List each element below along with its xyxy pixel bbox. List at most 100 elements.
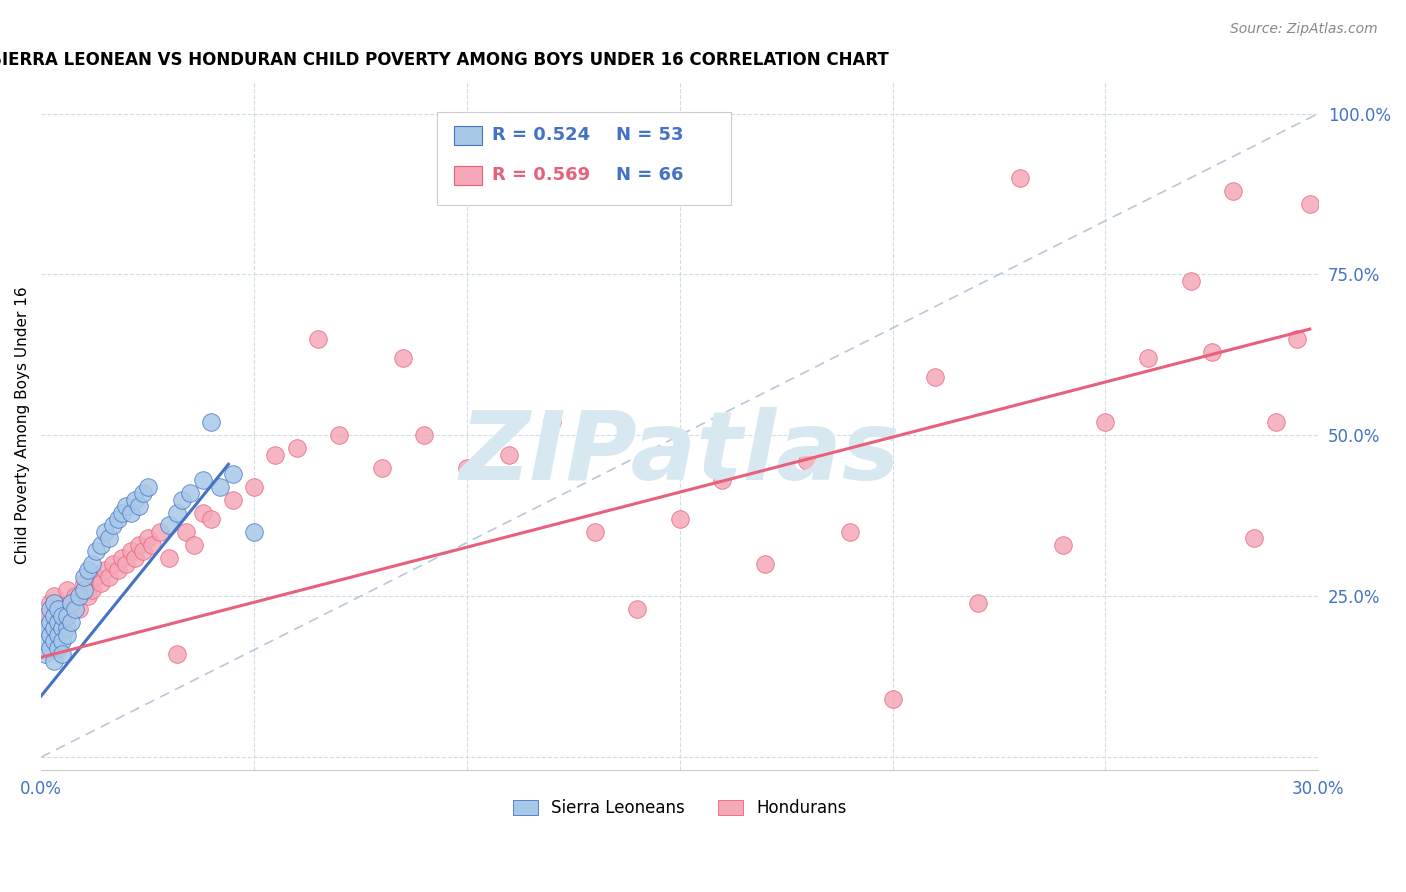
Point <box>711 474 734 488</box>
Point <box>38 615 60 629</box>
Point <box>67 589 90 603</box>
Point <box>51 608 73 623</box>
Point <box>55 582 77 597</box>
FancyBboxPatch shape <box>454 126 482 145</box>
Point <box>132 544 155 558</box>
Point <box>149 524 172 539</box>
Point <box>51 608 73 623</box>
Point <box>42 634 65 648</box>
Point <box>103 518 125 533</box>
Point <box>1052 538 1074 552</box>
Text: R = 0.569: R = 0.569 <box>492 166 591 184</box>
Text: R = 0.524: R = 0.524 <box>492 126 591 145</box>
Point <box>86 570 108 584</box>
Point <box>191 474 214 488</box>
Point <box>67 602 90 616</box>
Point <box>90 576 112 591</box>
Point <box>243 480 266 494</box>
Point <box>59 615 82 629</box>
FancyBboxPatch shape <box>454 166 482 186</box>
Point <box>1299 196 1322 211</box>
Point <box>183 538 205 552</box>
Point <box>264 448 287 462</box>
Point <box>38 640 60 655</box>
Point <box>103 557 125 571</box>
Point <box>626 602 648 616</box>
Point <box>59 596 82 610</box>
Point <box>46 615 69 629</box>
Point <box>46 602 69 616</box>
Point <box>924 370 946 384</box>
Point <box>170 492 193 507</box>
Point <box>882 692 904 706</box>
Point <box>174 524 197 539</box>
Text: N = 53: N = 53 <box>616 126 683 145</box>
Point <box>34 634 56 648</box>
Point <box>51 621 73 635</box>
Point <box>307 332 329 346</box>
Point <box>328 428 350 442</box>
Point <box>128 499 150 513</box>
Point <box>42 596 65 610</box>
Point <box>166 506 188 520</box>
Point <box>34 608 56 623</box>
Point <box>1264 416 1286 430</box>
Point <box>136 480 159 494</box>
Point <box>839 524 862 539</box>
Point <box>46 602 69 616</box>
Point <box>90 538 112 552</box>
Point <box>124 492 146 507</box>
Point <box>141 538 163 552</box>
Point <box>82 582 104 597</box>
Point <box>46 628 69 642</box>
Point <box>73 570 96 584</box>
Point <box>392 351 415 365</box>
Point <box>1136 351 1159 365</box>
Point <box>796 454 818 468</box>
Point <box>115 557 138 571</box>
Point <box>38 596 60 610</box>
Point <box>120 544 142 558</box>
Point <box>42 589 65 603</box>
Point <box>82 557 104 571</box>
Point <box>1243 531 1265 545</box>
Point <box>498 448 520 462</box>
Point <box>34 621 56 635</box>
Point <box>63 602 86 616</box>
Point <box>191 506 214 520</box>
Point <box>413 428 436 442</box>
Point <box>63 589 86 603</box>
Point <box>73 576 96 591</box>
Point <box>128 538 150 552</box>
Point <box>51 634 73 648</box>
Point <box>243 524 266 539</box>
Point <box>132 486 155 500</box>
Point <box>42 654 65 668</box>
Point <box>200 512 222 526</box>
Point <box>1094 416 1116 430</box>
Point <box>34 647 56 661</box>
Point <box>1180 274 1202 288</box>
Point <box>221 467 243 481</box>
Point <box>98 570 121 584</box>
Point <box>541 416 564 430</box>
Point <box>157 550 180 565</box>
Y-axis label: Child Poverty Among Boys Under 16: Child Poverty Among Boys Under 16 <box>15 287 30 565</box>
Point <box>55 621 77 635</box>
Point <box>42 608 65 623</box>
Text: N = 66: N = 66 <box>616 166 683 184</box>
Point <box>55 628 77 642</box>
Point <box>221 492 243 507</box>
Point <box>111 506 134 520</box>
Point <box>107 512 129 526</box>
Point <box>94 564 117 578</box>
Point <box>120 506 142 520</box>
Text: Source: ZipAtlas.com: Source: ZipAtlas.com <box>1230 22 1378 37</box>
Point <box>77 564 100 578</box>
Point <box>668 512 690 526</box>
Point <box>179 486 201 500</box>
Point <box>370 460 392 475</box>
Point <box>166 647 188 661</box>
Point <box>966 596 988 610</box>
Point <box>157 518 180 533</box>
